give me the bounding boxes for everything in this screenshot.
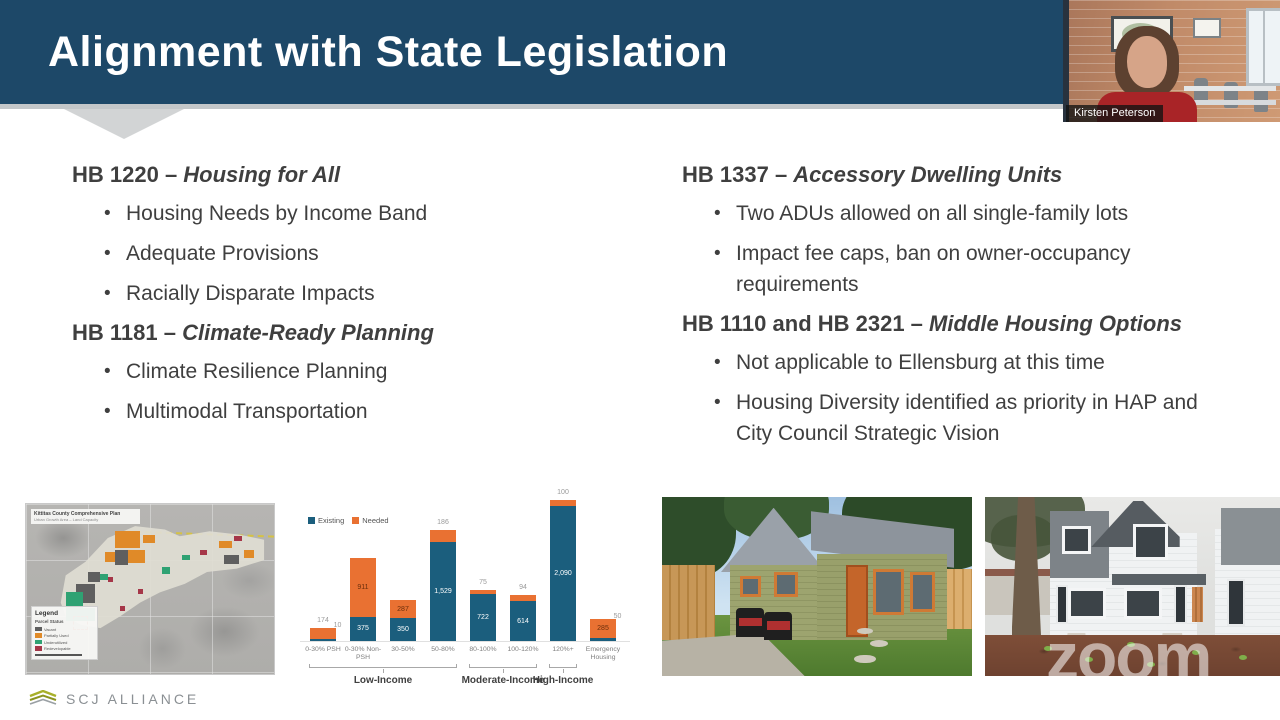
orange-door: [846, 565, 869, 637]
speaker-face: [1127, 36, 1167, 88]
mulch-bed: [985, 634, 1280, 676]
stacked-bar: 94 614: [504, 492, 542, 641]
office-desks: [1184, 64, 1276, 116]
stacked-bar: 75 722: [464, 492, 502, 641]
bullet-list-hb1220: Housing Needs by Income Band Adequate Pr…: [72, 198, 632, 309]
scj-alliance-logo: SCJ Alliance: [28, 690, 199, 708]
chart-legend: Existing Needed: [308, 516, 389, 525]
chart-categories: 0-30% PSH 0-30% Non-PSH 30-50% 50-80% 80-100…: [305, 646, 621, 661]
map-legend-item: Vacant: [34, 627, 94, 632]
page-title: Alignment with State Legislation: [48, 28, 729, 76]
bill-number: HB 1220 –: [72, 162, 184, 187]
housing-needs-chart: Existing Needed 174 10 911 375 287 350 186 1,52…: [300, 488, 630, 690]
map-legend-title: Legend: [34, 610, 59, 617]
section-heading-hb1220: HB 1220 – Housing for All: [72, 160, 632, 190]
bill-name: Middle Housing Options: [929, 311, 1183, 336]
bill-name: Accessory Dwelling Units: [793, 162, 1063, 187]
stacked-bar: 174 10: [304, 492, 342, 641]
office-window: [1246, 8, 1280, 86]
bill-number: HB 1337 –: [682, 162, 794, 187]
comprehensive-plan-map: Kittitas County Comprehensive Plan Urban…: [25, 503, 275, 675]
bullet-item: Multimodal Transportation: [104, 396, 632, 427]
bullet-item: Climate Resilience Planning: [104, 356, 632, 387]
bill-number: HB 1181 –: [72, 320, 183, 345]
wall-art-small: [1193, 18, 1221, 38]
map-subtitle: Urban Growth Area – Land Capacity: [33, 517, 99, 523]
fence-left: [662, 565, 715, 641]
bullet-item: Impact fee caps, ban on owner-occupancy …: [714, 238, 1202, 300]
legend-swatch-existing: [308, 517, 315, 524]
legend-item-needed: Needed: [352, 516, 389, 525]
map-legend-rows: Vacant Partially Used Underutilized Redevel…: [34, 627, 94, 651]
section-heading-hb1181: HB 1181 – Climate-Ready Planning: [72, 318, 632, 348]
participant-name-tag: Kirsten Peterson: [1066, 105, 1164, 122]
adu-photo: [662, 497, 972, 676]
bullet-item: Two ADUs allowed on all single-family lo…: [714, 198, 1202, 229]
map-title: Kittitas County Comprehensive Plan: [33, 511, 121, 518]
stacked-bar: 911 375: [344, 492, 382, 641]
logo-text: SCJ Alliance: [66, 691, 200, 707]
bullet-item: Not applicable to Ellensburg at this tim…: [714, 347, 1202, 378]
map-legend-subtitle: Parcel Status: [34, 619, 64, 624]
map-legend-item: Partially Used: [34, 633, 94, 638]
awning: [1111, 573, 1207, 585]
chart-plot: 174 10 911 375 287 350 186 1,529 75 722 94 614 100 2,…: [300, 489, 630, 642]
stacked-bar: 186 1,529: [424, 492, 462, 641]
map-title-box: Kittitas County Comprehensive Plan Urban…: [30, 509, 141, 525]
bullet-list-hb1181: Climate Resilience Planning Multimodal T…: [72, 356, 632, 427]
bill-name: Housing for All: [183, 162, 341, 187]
header-divider: [0, 104, 1280, 109]
webcam-video: Kirsten Peterson: [1063, 0, 1280, 122]
left-column: HB 1220 – Housing for All Housing Needs …: [72, 160, 632, 436]
section-heading-hb1337: HB 1337 – Accessory Dwelling Units: [682, 160, 1202, 190]
right-column: HB 1337 – Accessory Dwelling Units Two A…: [682, 160, 1202, 458]
map-legend-item: Redevelopable: [34, 646, 94, 651]
bullet-item: Housing Needs by Income Band: [104, 198, 632, 229]
bullet-item: Racially Disparate Impacts: [104, 278, 632, 309]
video-edge: [1063, 0, 1069, 122]
stacked-bar: 287 350: [384, 492, 422, 641]
bill-name: Climate-Ready Planning: [182, 320, 434, 345]
map-legend-item: Underutilized: [34, 640, 94, 645]
stacked-bar: 50 285: [584, 492, 622, 641]
legend-label: Needed: [362, 516, 389, 525]
legend-swatch-needed: [352, 517, 360, 524]
legend-item-existing: Existing: [308, 516, 344, 525]
scj-logo-icon: [29, 690, 57, 705]
bill-number: HB 1110 and HB 2321 –: [682, 311, 930, 336]
chevron-down-icon: [64, 109, 184, 139]
stacked-bar: 100 2,090: [544, 489, 582, 641]
bullet-list-hb1110: Not applicable to Ellensburg at this tim…: [682, 347, 1202, 449]
bullet-item: Adequate Provisions: [104, 238, 632, 269]
map-legend: Legend Parcel Status Vacant Partially Use…: [30, 606, 98, 660]
bullet-list-hb1337: Two ADUs allowed on all single-family lo…: [682, 198, 1202, 300]
map-scale-bar: [34, 654, 83, 656]
section-heading-hb1110-hb2321: HB 1110 and HB 2321 – Middle Housing Opt…: [682, 309, 1202, 339]
legend-label: Existing: [318, 516, 345, 525]
middle-housing-photo: [985, 497, 1280, 676]
bullet-item: Housing Diversity identified as priority…: [714, 387, 1202, 449]
zoom-watermark: zoom: [1046, 619, 1212, 693]
